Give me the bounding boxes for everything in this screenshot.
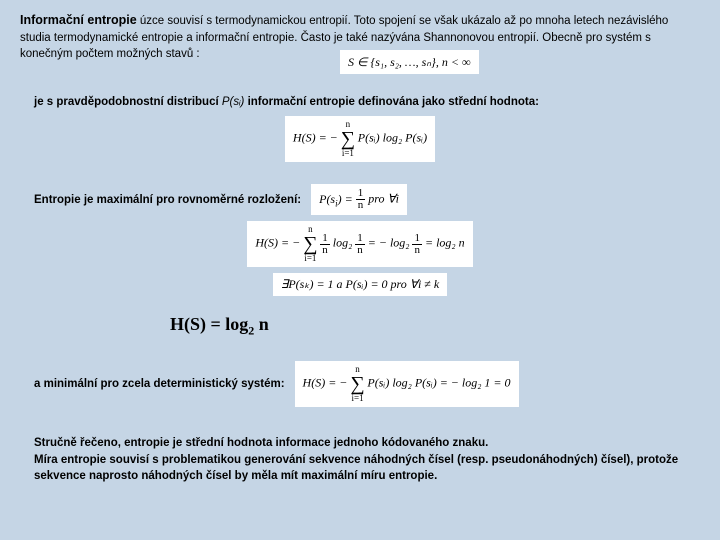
formula-uniform: P(si) = 1n pro ∀i [311, 184, 407, 215]
formula-det: H(S) = − n ∑ i=1 P(sᵢ) log₂ P(sᵢ) = − lo… [295, 361, 519, 407]
summary: Stručně řečeno, entropie je střední hodn… [34, 435, 700, 485]
para-max: Entropie je maximální pro rovnoměrné roz… [34, 194, 301, 206]
formula-exists: ∃P(sₖ) = 1 a P(sᵢ) = 0 pro ∀i ≠ k [20, 273, 700, 296]
hs-formula: H(S) = log2 n [170, 314, 700, 339]
formula-main: H(S) = − n ∑ i=1 P(sᵢ) log₂ P(sᵢ) [20, 116, 700, 162]
formula-states: S ∈ {s₁, s₂, …, sₙ}, n < ∞ [340, 50, 479, 75]
title: Informační entropie [20, 13, 137, 27]
para-min: a minimální pro zcela deterministický sy… [34, 378, 285, 390]
formula-uniform-expand: H(S) = − n ∑ i=1 1n log₂ 1n = − log₂ 1n … [20, 221, 700, 267]
para-definition: je s pravděpodobnostní distribucí P(sᵢ) … [34, 96, 700, 108]
